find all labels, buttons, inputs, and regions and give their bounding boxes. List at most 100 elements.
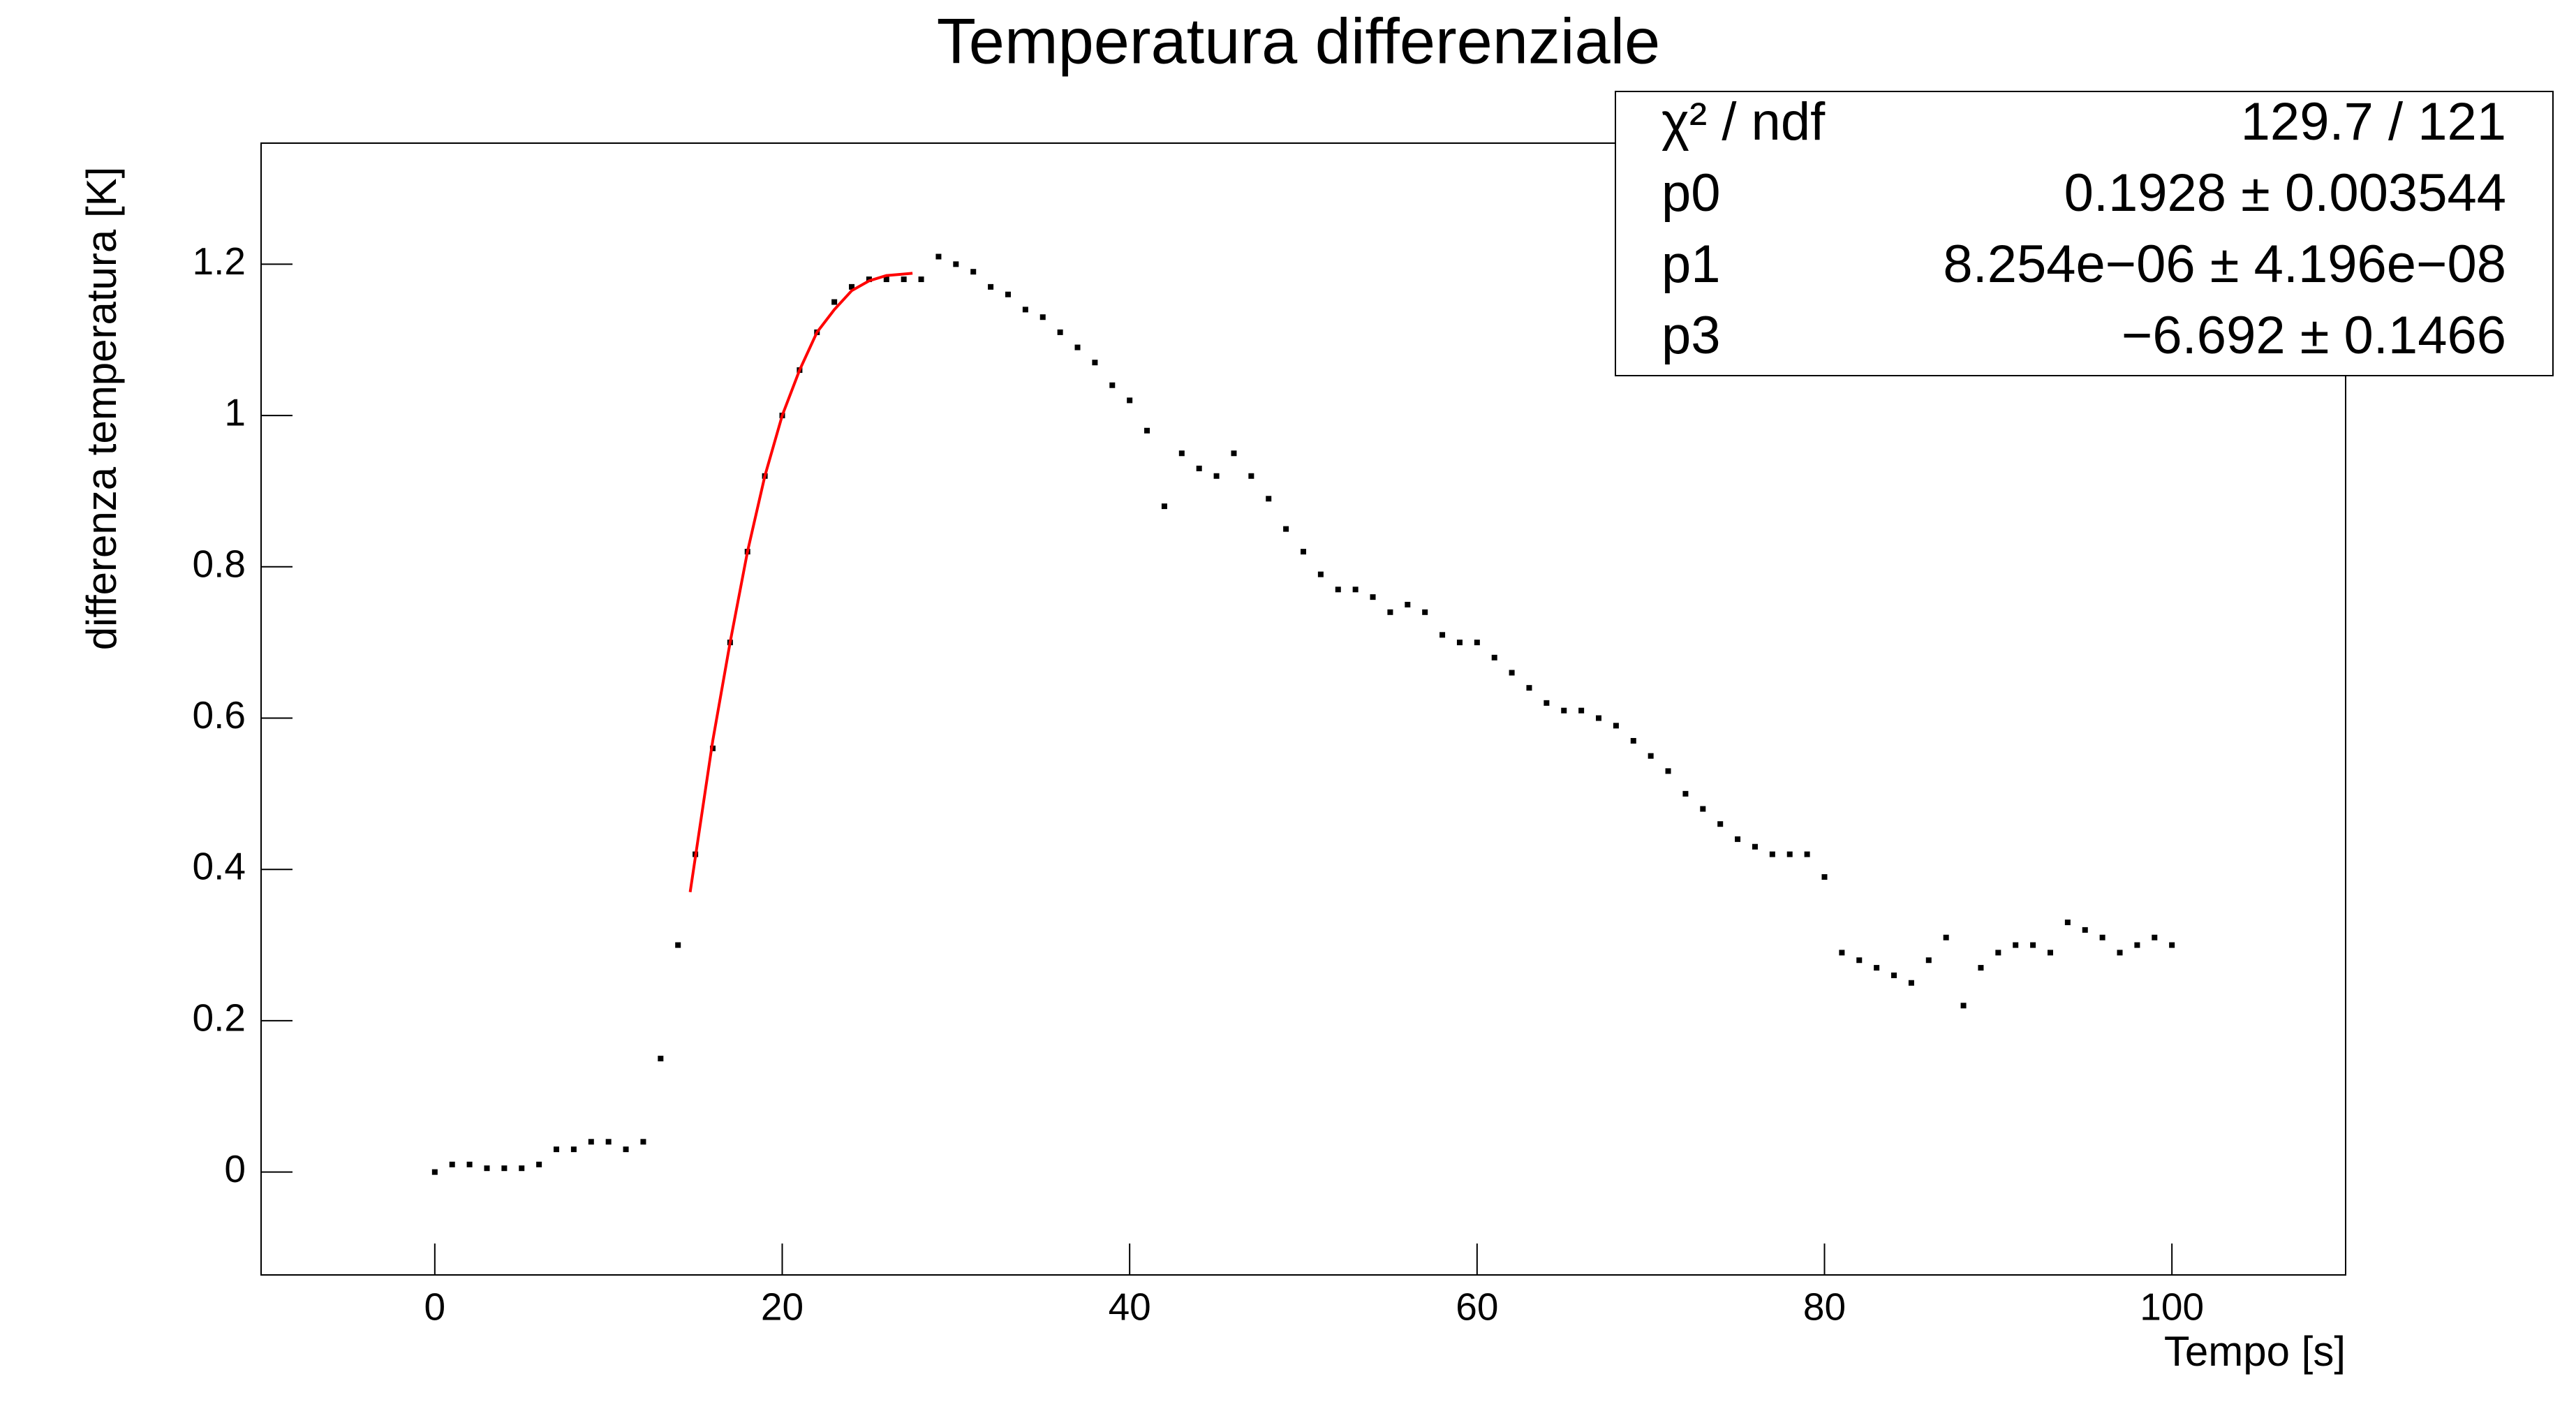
data-point bbox=[2082, 927, 2088, 933]
data-point bbox=[1092, 360, 1098, 366]
data-point bbox=[1995, 950, 2001, 956]
data-point bbox=[1248, 473, 1254, 479]
data-point bbox=[1717, 821, 1724, 827]
data-point bbox=[1317, 571, 1324, 577]
stats-value: 129.7 / 121 bbox=[2241, 92, 2506, 152]
data-point bbox=[1405, 601, 1411, 607]
data-point bbox=[1387, 609, 1393, 615]
data-point bbox=[2152, 934, 2158, 940]
data-point bbox=[1752, 843, 1758, 850]
data-point bbox=[554, 1146, 560, 1153]
data-point bbox=[658, 1056, 664, 1062]
data-point bbox=[1978, 965, 1984, 971]
data-point bbox=[1474, 640, 1480, 646]
data-point bbox=[2099, 934, 2105, 940]
data-point bbox=[484, 1165, 490, 1172]
data-point bbox=[2013, 942, 2019, 948]
stats-value: 8.254e−06 ± 4.196e−08 bbox=[1943, 235, 2506, 294]
stats-label: p0 bbox=[1661, 163, 1721, 223]
x-tick-label: 60 bbox=[1456, 1285, 1498, 1329]
data-point bbox=[1839, 950, 1845, 956]
data-point bbox=[918, 276, 924, 283]
x-tick-label: 40 bbox=[1109, 1285, 1151, 1329]
data-point bbox=[1057, 329, 1063, 335]
data-point bbox=[1665, 768, 1671, 774]
data-point bbox=[1943, 934, 1949, 940]
data-point bbox=[1196, 465, 1202, 471]
data-point bbox=[1005, 291, 1011, 297]
data-point bbox=[1613, 723, 1619, 729]
data-point bbox=[623, 1146, 629, 1153]
data-point bbox=[1856, 957, 1863, 964]
data-point bbox=[1161, 503, 1167, 510]
data-point bbox=[431, 1169, 438, 1175]
data-point bbox=[1127, 397, 1133, 404]
stats-box bbox=[1615, 91, 2554, 376]
data-point bbox=[1804, 851, 1810, 857]
data-point bbox=[1074, 344, 1081, 350]
data-point bbox=[1456, 640, 1463, 646]
data-point bbox=[1821, 874, 1828, 880]
data-point bbox=[466, 1161, 473, 1167]
data-point bbox=[2030, 942, 2036, 948]
data-point bbox=[1022, 307, 1028, 313]
data-point bbox=[1509, 670, 1515, 676]
data-point bbox=[1178, 450, 1185, 457]
data-point bbox=[570, 1146, 577, 1153]
data-point bbox=[1960, 1003, 1967, 1009]
data-point bbox=[2064, 920, 2071, 926]
data-point bbox=[849, 283, 855, 290]
stats-label: p1 bbox=[1661, 235, 1721, 294]
data-point bbox=[1596, 715, 1602, 721]
data-point bbox=[1630, 738, 1636, 744]
x-axis-label: Tempo [s] bbox=[2164, 1328, 2346, 1375]
stats-value: 0.1928 ± 0.003544 bbox=[2064, 163, 2506, 223]
data-point bbox=[988, 283, 994, 290]
data-point bbox=[1422, 609, 1428, 615]
stats-label: p3 bbox=[1661, 306, 1721, 365]
data-point bbox=[1648, 753, 1654, 759]
data-point bbox=[1266, 496, 1272, 502]
y-tick-label: 0.6 bbox=[193, 693, 246, 737]
y-tick-label: 0.2 bbox=[193, 996, 246, 1039]
data-point bbox=[1786, 851, 1793, 857]
data-point bbox=[1682, 790, 1689, 797]
data-point bbox=[536, 1161, 542, 1167]
data-point bbox=[588, 1139, 594, 1145]
data-point bbox=[866, 276, 872, 283]
data-point bbox=[675, 942, 681, 948]
data-point bbox=[1283, 526, 1289, 532]
data-point bbox=[1231, 450, 1237, 457]
data-point bbox=[1544, 700, 1550, 706]
plot-frame bbox=[260, 142, 2346, 1276]
data-point bbox=[1335, 586, 1341, 593]
data-point bbox=[1769, 851, 1775, 857]
fit-line bbox=[688, 272, 913, 893]
data-point bbox=[901, 276, 907, 283]
y-tick-label: 0.8 bbox=[193, 542, 246, 585]
data-point bbox=[1908, 980, 1914, 986]
data-point bbox=[519, 1165, 525, 1172]
data-point bbox=[1439, 632, 1446, 638]
y-axis-label: differenza temperatura [K] bbox=[78, 167, 125, 651]
data-point bbox=[1370, 594, 1376, 600]
y-tick-label: 0.4 bbox=[193, 845, 246, 888]
stats-label: χ² / ndf bbox=[1661, 92, 1826, 152]
chart-title: Temperatura differenziale bbox=[937, 6, 1660, 77]
data-point bbox=[2134, 942, 2140, 948]
data-point bbox=[883, 276, 889, 283]
x-tick-label: 80 bbox=[1803, 1285, 1846, 1329]
stats-value: −6.692 ± 0.1466 bbox=[2122, 306, 2506, 365]
y-tick-label: 1 bbox=[224, 391, 246, 434]
data-point bbox=[1700, 806, 1706, 812]
data-point bbox=[501, 1165, 508, 1172]
y-tick-label: 0 bbox=[224, 1147, 246, 1190]
data-point bbox=[1561, 707, 1567, 714]
data-point bbox=[935, 253, 942, 260]
data-point bbox=[1301, 549, 1306, 555]
data-point bbox=[605, 1139, 612, 1145]
data-point bbox=[1213, 473, 1220, 479]
y-tick-label: 1.2 bbox=[193, 239, 246, 283]
x-tick-label: 0 bbox=[424, 1285, 446, 1329]
